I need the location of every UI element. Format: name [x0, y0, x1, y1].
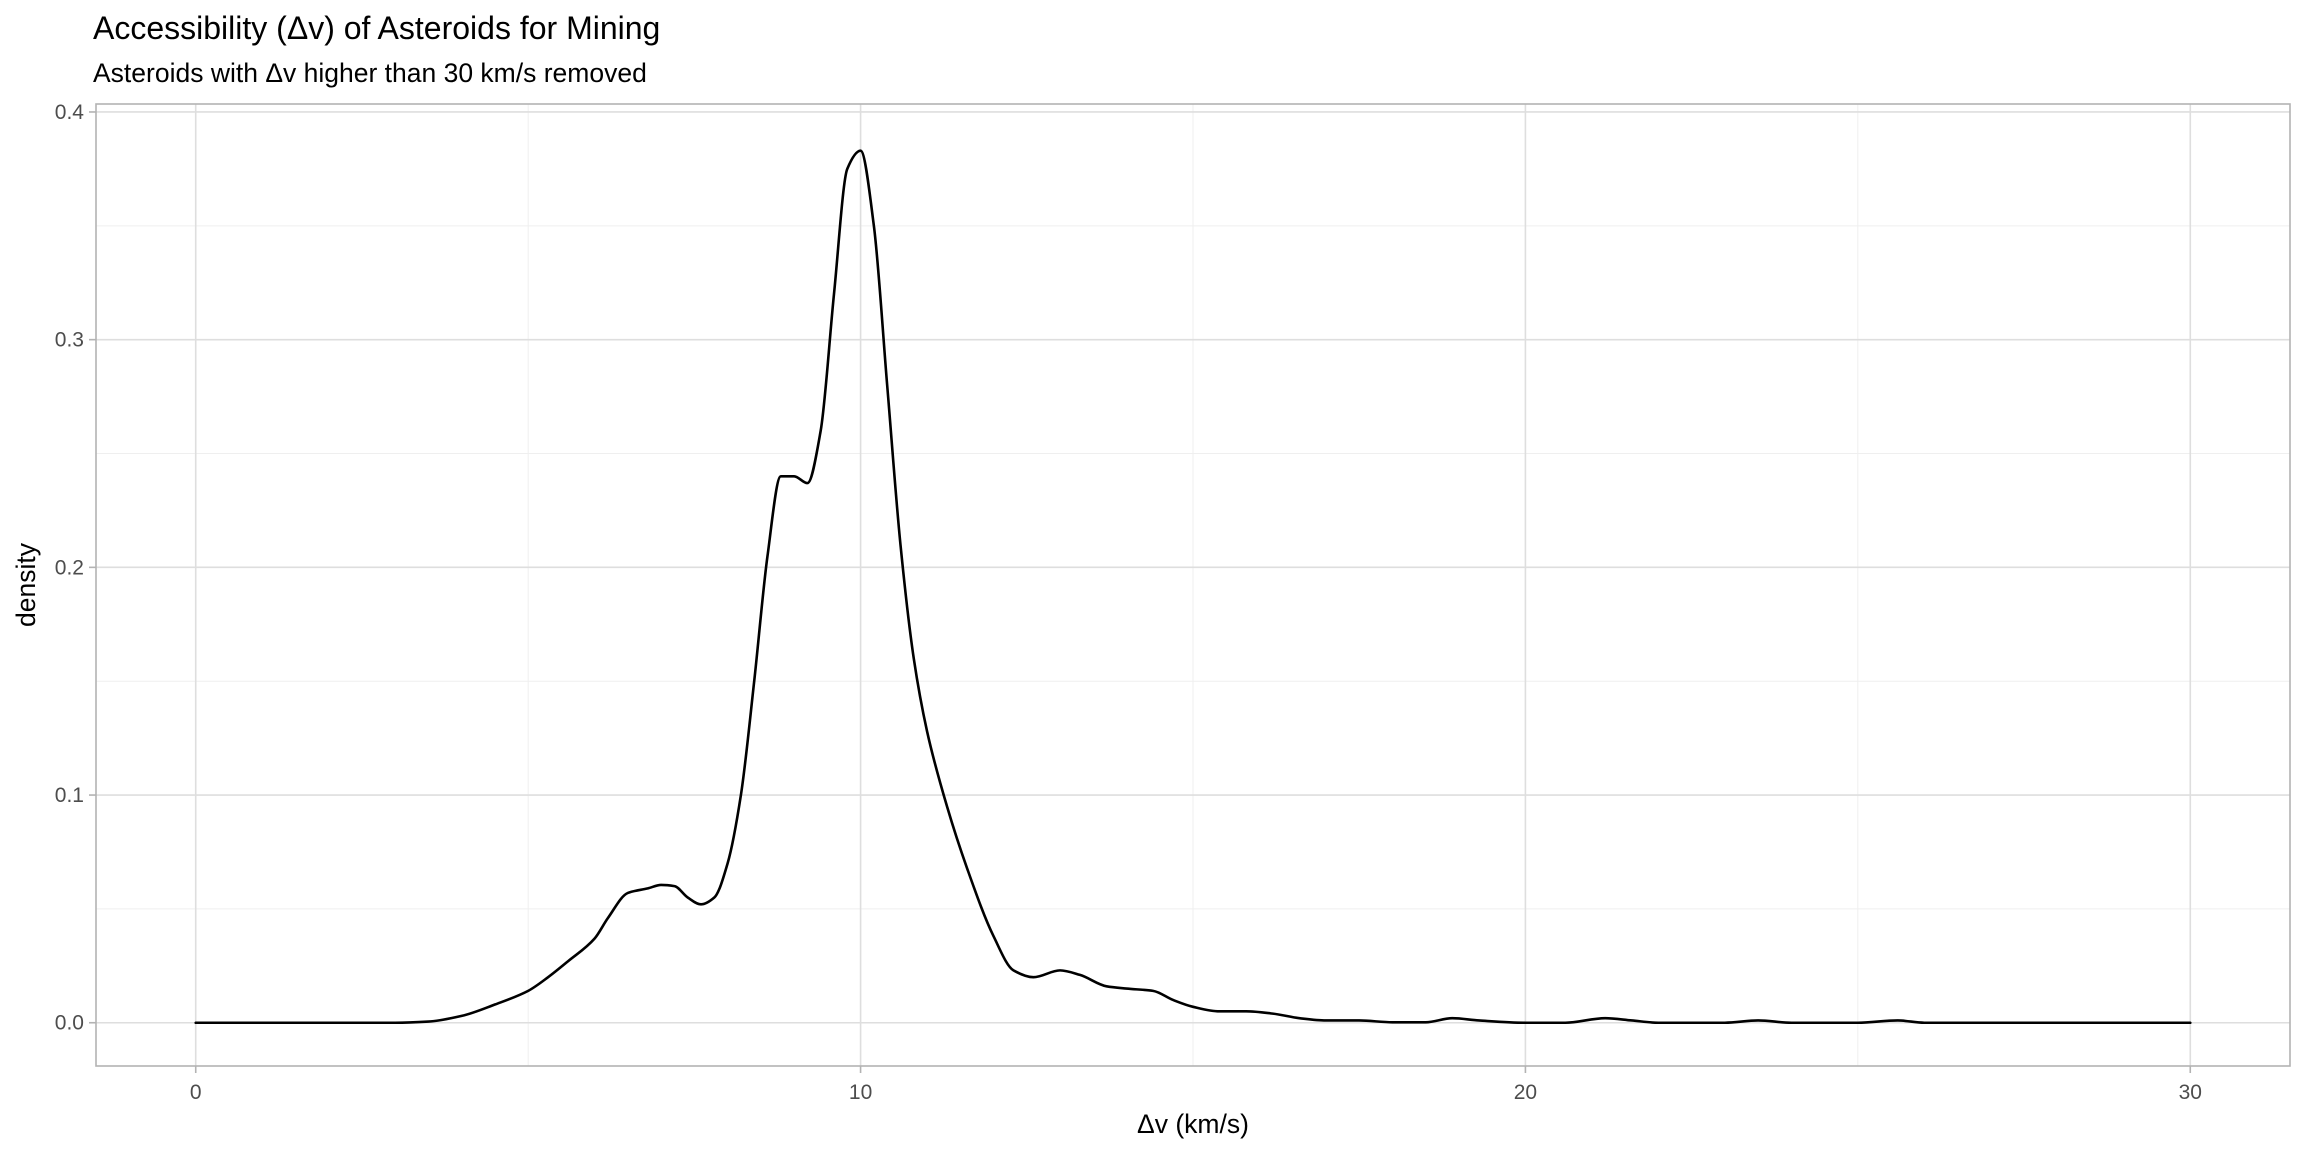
y-tick-label: 0.3 [55, 329, 84, 352]
x-tick-label: 0 [190, 1081, 202, 1104]
chart-title: Accessibility (Δv) of Asteroids for Mini… [93, 10, 660, 46]
x-tick-label: 20 [1514, 1081, 1537, 1104]
chart-subtitle: Asteroids with Δv higher than 30 km/s re… [93, 58, 647, 88]
y-tick-label: 0.1 [55, 784, 84, 807]
density-line [194, 149, 2192, 1025]
grid-lines [96, 104, 2290, 1066]
density-series [194, 149, 2192, 1025]
y-tick-label: 0.0 [55, 1012, 84, 1035]
y-tick-label: 0.4 [55, 101, 85, 124]
panel-border [95, 103, 2291, 1067]
x-axis-title: Δv (km/s) [1137, 1109, 1249, 1139]
axis-ticks: 0 10 20 30 0.0 0.1 0.2 0.3 0.4 [55, 101, 2202, 1104]
x-tick-label: 30 [2179, 1081, 2202, 1104]
y-tick-label: 0.2 [55, 556, 84, 579]
x-tick-label: 10 [849, 1081, 872, 1104]
y-axis-title: density [11, 542, 41, 627]
